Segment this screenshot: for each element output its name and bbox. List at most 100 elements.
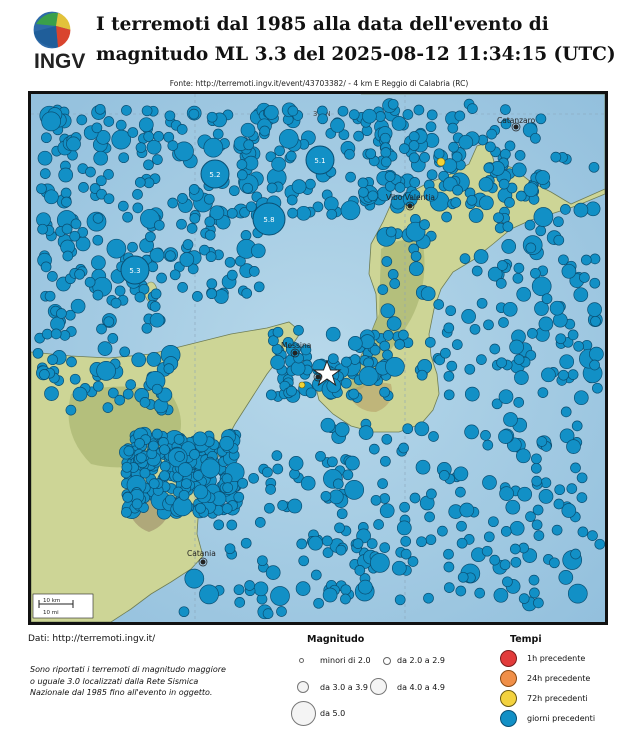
earthquake-dot[interactable]	[474, 587, 486, 599]
earthquake-dot[interactable]	[315, 450, 326, 462]
earthquake-dot[interactable]	[416, 369, 428, 381]
earthquake-dot[interactable]	[323, 196, 339, 212]
earthquake-dot[interactable]	[489, 554, 501, 566]
earthquake-dot[interactable]	[409, 177, 421, 188]
earthquake-dot[interactable]	[159, 460, 171, 472]
earthquake-dot[interactable]	[573, 202, 589, 218]
earthquake-dot[interactable]	[385, 226, 397, 238]
earthquake-dot[interactable]	[408, 131, 420, 142]
earthquake-dot[interactable]	[91, 255, 106, 271]
earthquake-dot[interactable]	[265, 389, 277, 401]
earthquake-dot[interactable]	[332, 478, 344, 490]
earthquake-dot[interactable]	[165, 250, 176, 262]
earthquake-dot[interactable]	[264, 105, 279, 120]
earthquake-dot[interactable]	[414, 421, 430, 437]
earthquake-dot[interactable]	[399, 143, 410, 154]
earthquake-dot[interactable]	[106, 238, 127, 259]
earthquake-dot[interactable]	[365, 148, 377, 160]
earthquake-dot[interactable]	[445, 305, 457, 317]
earthquake-dot[interactable]	[589, 277, 601, 289]
earthquake-dot[interactable]	[467, 103, 478, 114]
earthquake-dot[interactable]	[409, 492, 421, 504]
earthquake-dot[interactable]	[240, 230, 252, 241]
earthquake-dot[interactable]	[531, 453, 542, 465]
earthquake-dot[interactable]	[76, 114, 88, 126]
earthquake-dot[interactable]	[559, 428, 575, 444]
earthquake-dot[interactable]	[148, 478, 160, 489]
earthquake-dot[interactable]	[177, 462, 193, 477]
earthquake-dot[interactable]	[131, 352, 147, 368]
earthquake-dot[interactable]	[454, 110, 466, 122]
earthquake-dot[interactable]	[437, 525, 448, 537]
earthquake-dot[interactable]	[538, 316, 554, 332]
earthquake-dot[interactable]	[499, 486, 514, 501]
earthquake-dot[interactable]	[408, 140, 420, 151]
earthquake-dot[interactable]	[450, 197, 462, 208]
earthquake-dot[interactable]	[394, 594, 406, 606]
earthquake-dot[interactable]	[287, 498, 303, 514]
earthquake-dot[interactable]	[178, 606, 190, 618]
earthquake-dot[interactable]	[443, 582, 455, 593]
earthquake-dot[interactable]	[580, 254, 592, 266]
earthquake-dot[interactable]	[188, 108, 200, 120]
earthquake-dot[interactable]	[369, 344, 381, 356]
earthquake-dot[interactable]	[354, 565, 366, 576]
earthquake-dot[interactable]	[509, 339, 524, 355]
earthquake-dot[interactable]	[156, 272, 167, 284]
earthquake-dot[interactable]	[483, 162, 495, 174]
earthquake-dot[interactable]	[340, 593, 351, 605]
earthquake-dot[interactable]	[61, 196, 72, 208]
earthquake-dot[interactable]	[259, 125, 271, 137]
earthquake-dot[interactable]	[148, 440, 159, 452]
earthquake-dot[interactable]	[334, 522, 345, 534]
earthquake-dot[interactable]	[525, 242, 537, 254]
earthquake-dot[interactable]	[141, 322, 153, 334]
earthquake-dot[interactable]	[502, 221, 514, 232]
earthquake-dot[interactable]	[348, 109, 360, 120]
earthquake-dot[interactable]	[549, 557, 560, 569]
earthquake-dot[interactable]	[448, 141, 459, 153]
earthquake-dot[interactable]	[70, 218, 82, 230]
earthquake-dot[interactable]	[178, 489, 190, 501]
earthquake-dot[interactable]	[500, 148, 511, 160]
earthquake-dot[interactable]	[295, 581, 311, 596]
earthquake-dot[interactable]	[503, 412, 518, 427]
earthquake-dot[interactable]	[380, 303, 396, 319]
earthquake-dot[interactable]	[379, 493, 391, 504]
earthquake-dot[interactable]	[96, 323, 107, 335]
earthquake-dot[interactable]	[362, 108, 377, 124]
earthquake-dot[interactable]	[193, 484, 209, 500]
earthquake-dot[interactable]	[379, 340, 391, 352]
earthquake-dot[interactable]	[533, 207, 554, 227]
earthquake-dot[interactable]	[325, 326, 341, 342]
earthquake-dot[interactable]	[189, 212, 201, 224]
earthquake-dot[interactable]	[136, 452, 147, 464]
earthquake-dot[interactable]	[322, 547, 334, 558]
earthquake-dot[interactable]	[517, 486, 533, 502]
earthquake-dot[interactable]	[146, 139, 162, 155]
earthquake-dot[interactable]	[40, 261, 52, 273]
earthquake-dot[interactable]	[513, 397, 525, 408]
earthquake-dot[interactable]	[244, 580, 255, 591]
earthquake-dot[interactable]	[322, 587, 338, 603]
earthquake-dot[interactable]	[399, 501, 410, 513]
earthquake-dot[interactable]	[515, 190, 527, 202]
earthquake-dot[interactable]	[56, 308, 67, 319]
earthquake-dot[interactable]	[265, 484, 276, 495]
earthquake-dot[interactable]	[558, 254, 569, 266]
earthquake-dot[interactable]	[451, 151, 463, 163]
earthquake-dot[interactable]	[495, 278, 507, 289]
earthquake-dot[interactable]	[360, 334, 375, 349]
earthquake-dot[interactable]	[41, 111, 61, 132]
earthquake-dot[interactable]	[384, 171, 396, 182]
earthquake-dot[interactable]	[443, 561, 455, 573]
earthquake-dot[interactable]	[576, 492, 588, 503]
earthquake-dot[interactable]	[428, 431, 439, 442]
earthquake-dot[interactable]	[579, 272, 590, 283]
earthquake-dot[interactable]	[409, 189, 421, 201]
earthquake-dot[interactable]	[541, 293, 553, 305]
earthquake-dot[interactable]	[446, 360, 458, 372]
earthquake-dot[interactable]	[536, 436, 548, 447]
earthquake-dot[interactable]	[117, 200, 129, 212]
earthquake-dot[interactable]	[358, 425, 374, 440]
